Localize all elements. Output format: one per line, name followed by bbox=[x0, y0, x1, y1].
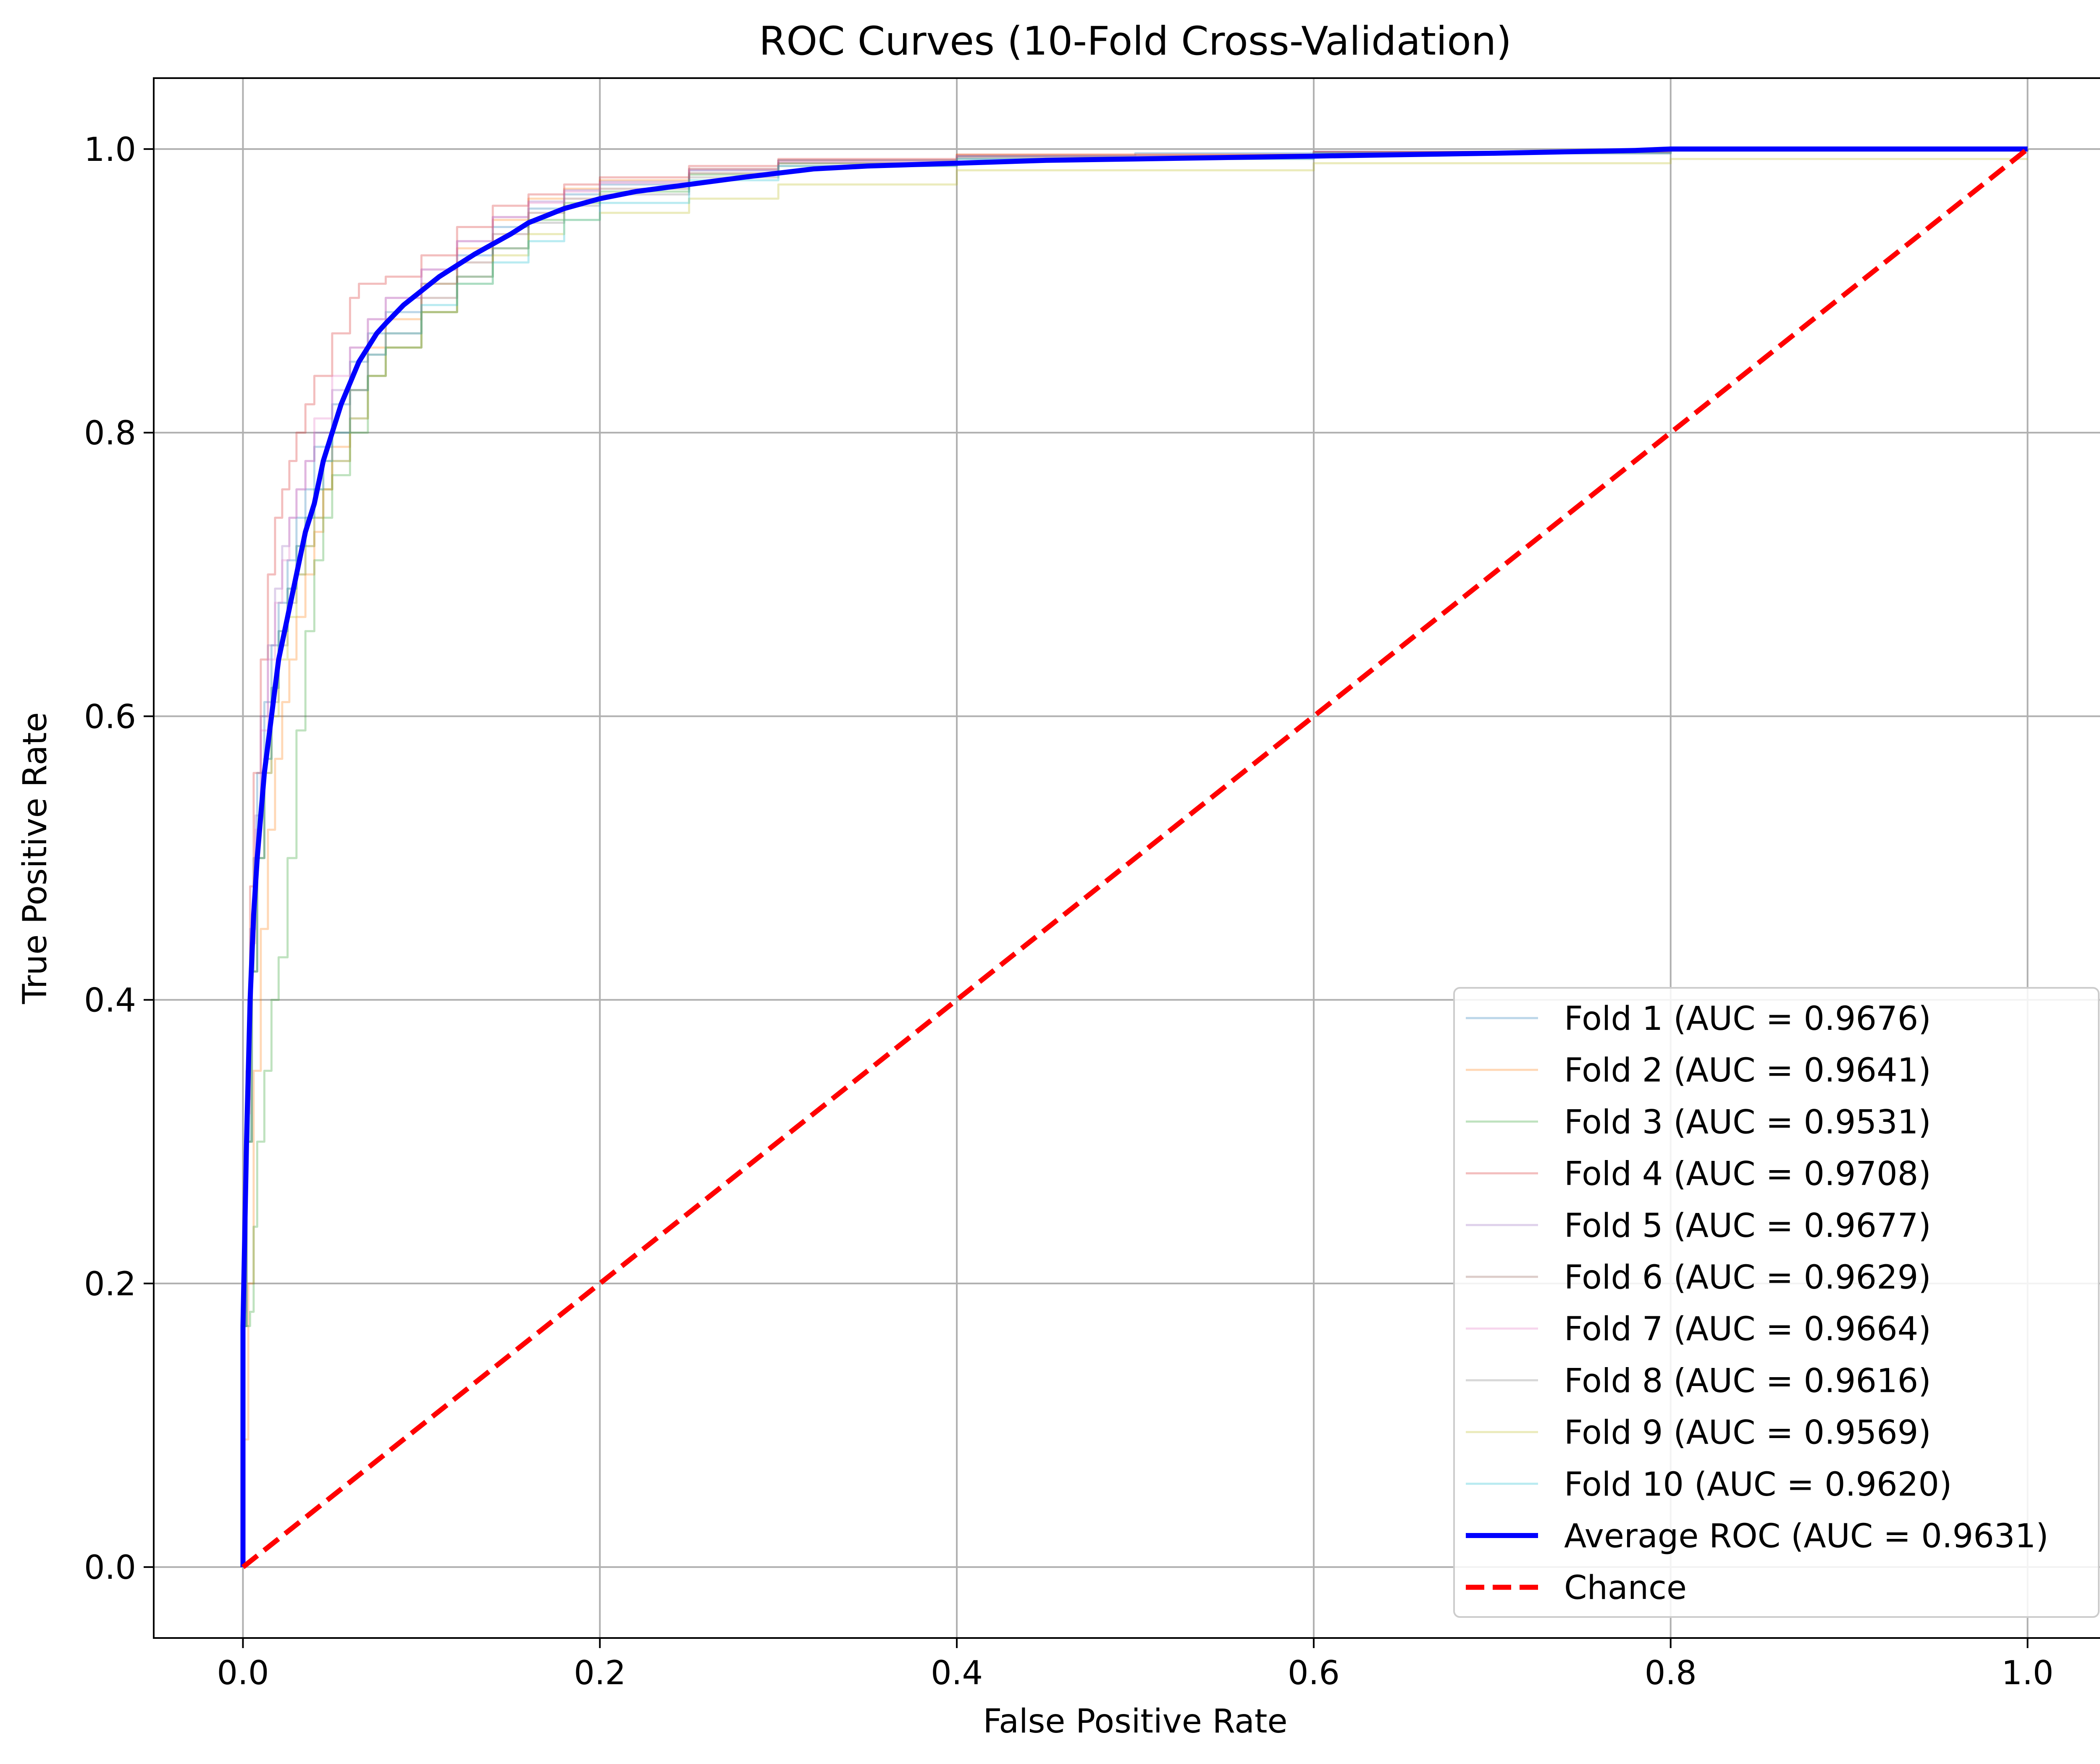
x-tick-label: 0.2 bbox=[574, 1654, 626, 1692]
legend-label-10: Fold 10 (AUC = 0.9620) bbox=[1564, 1466, 1952, 1504]
legend-label-7: Fold 7 (AUC = 0.9664) bbox=[1564, 1310, 1931, 1348]
legend-label-6: Fold 6 (AUC = 0.9629) bbox=[1564, 1259, 1931, 1297]
series-line-4 bbox=[242, 149, 2029, 1567]
legend-label-8: Fold 8 (AUC = 0.9616) bbox=[1564, 1362, 1931, 1400]
series-line-7 bbox=[242, 149, 2029, 1567]
y-tick-label: 0.6 bbox=[84, 698, 136, 736]
series-line-5 bbox=[242, 149, 2029, 1567]
series-line-2 bbox=[242, 149, 2029, 1567]
x-axis-label: False Positive Rate bbox=[983, 1703, 1288, 1740]
y-tick-label: 0.0 bbox=[84, 1549, 136, 1587]
legend-box bbox=[1453, 987, 2100, 1618]
legend-label-9: Fold 9 (AUC = 0.9569) bbox=[1564, 1414, 1931, 1452]
grid bbox=[154, 78, 2100, 1638]
legend-label-3: Fold 3 (AUC = 0.9531) bbox=[1564, 1103, 1931, 1141]
legend-label-11: Average ROC (AUC = 0.9631) bbox=[1564, 1517, 2049, 1555]
axes-frame bbox=[153, 77, 2100, 1639]
legend-label-1: Fold 1 (AUC = 0.9676) bbox=[1564, 1000, 1931, 1038]
chart-title: ROC Curves (10-Fold Cross-Validation) bbox=[759, 18, 1512, 64]
ticks: 0.0 0.2 0.4 0.6 0.8 1.0 0.0 0.2 0.4 0.6 0.8 1.0 bbox=[84, 131, 2054, 1692]
y-tick-label: 1.0 bbox=[84, 131, 136, 169]
series-line-11 bbox=[240, 146, 2028, 1567]
y-tick-label: 0.2 bbox=[84, 1265, 136, 1303]
legend-label-2: Fold 2 (AUC = 0.9641) bbox=[1564, 1052, 1931, 1089]
series-line-12 bbox=[241, 147, 2029, 1569]
legend-label-4: Fold 4 (AUC = 0.9708) bbox=[1564, 1155, 1931, 1193]
x-tick-label: 0.0 bbox=[217, 1654, 269, 1692]
x-tick-label: 1.0 bbox=[2002, 1654, 2054, 1692]
legend-label-5: Fold 5 (AUC = 0.9677) bbox=[1564, 1207, 1931, 1245]
y-tick-label: 0.4 bbox=[84, 982, 136, 1020]
y-tick-label: 0.8 bbox=[84, 415, 136, 452]
legend: Fold 1 (AUC = 0.9676) Fold 2 (AUC = 0.964… bbox=[1453, 987, 2100, 1618]
x-tick-label: 0.6 bbox=[1288, 1654, 1340, 1692]
x-tick-label: 0.8 bbox=[1645, 1654, 1697, 1692]
series-layer bbox=[240, 146, 2029, 1569]
x-tick-label: 0.4 bbox=[931, 1654, 983, 1692]
y-axis-label: True Positive Rate bbox=[16, 712, 54, 1005]
legend-label-12: Chance bbox=[1564, 1569, 1687, 1607]
